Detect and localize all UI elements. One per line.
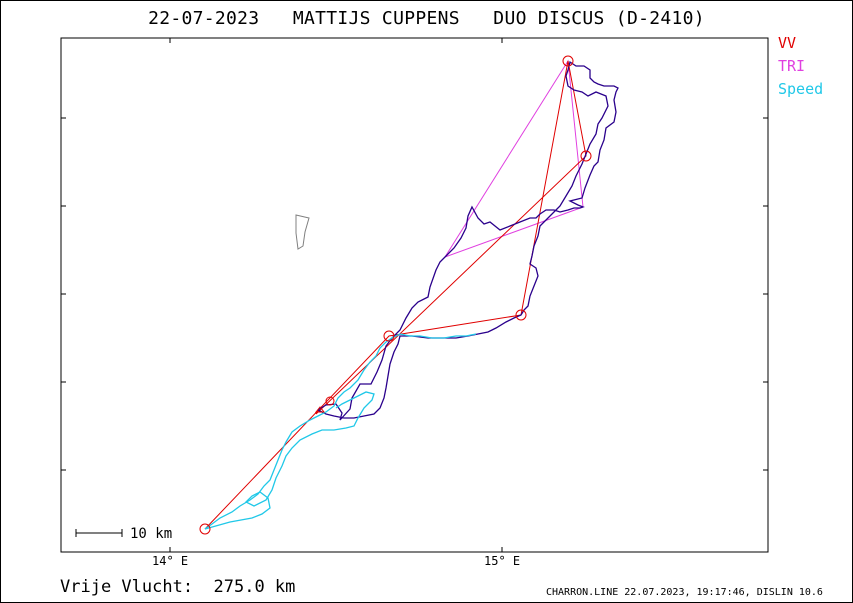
turnpoint-start <box>199 523 211 535</box>
scale-bar-label: 10 km <box>130 526 172 542</box>
legend-speed: Speed <box>778 80 824 98</box>
vv-route <box>204 60 587 530</box>
speed-track <box>204 333 477 530</box>
scale-bar <box>75 529 123 537</box>
credit-text: CHARRON.LINE 22.07.2023, 19:17:46, DISLI… <box>546 587 823 598</box>
left-ticks <box>61 117 66 471</box>
right-ticks <box>763 117 768 471</box>
x-axis-label-15e: 15° E <box>484 554 521 568</box>
tri-route <box>444 59 584 258</box>
lake-outline <box>295 214 310 250</box>
page-title: 22-07-2023 MATTIJS CUPPENS DUO DISCUS (D… <box>148 8 705 29</box>
legend-tri: TRI <box>778 57 806 75</box>
legend-vv: VV <box>778 34 797 52</box>
turnpoint-3 <box>515 309 527 321</box>
flight-track <box>317 60 619 421</box>
turnpoints <box>199 55 592 535</box>
map-border <box>60 37 769 553</box>
distance-text: Vrije Vlucht: 275.0 km <box>60 577 296 597</box>
finish-marker <box>314 406 326 413</box>
turnpoint-6 <box>325 396 335 406</box>
x-ticks <box>169 38 503 552</box>
turnpoint-4 <box>562 55 574 67</box>
speed-track-loop <box>204 391 375 530</box>
x-axis-label-14e: 14° E <box>152 554 189 568</box>
turnpoint-2 <box>383 330 395 342</box>
turnpoint-5 <box>580 150 592 162</box>
